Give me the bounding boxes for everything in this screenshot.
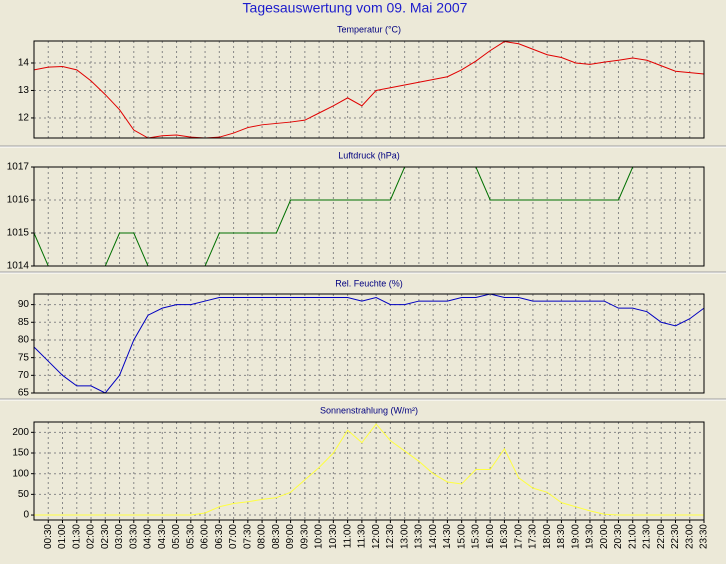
x-tick-label: 03:30	[128, 524, 139, 549]
x-tick-label: 04:30	[157, 524, 168, 549]
data-line	[34, 423, 704, 516]
y-tick-label: 0	[23, 510, 29, 521]
x-tick-label: 00:30	[43, 524, 54, 549]
x-tick-label: 05:00	[171, 524, 182, 549]
x-tick-label: 20:00	[599, 524, 610, 549]
x-tick-label: 09:30	[299, 524, 310, 549]
x-tick-label: 22:30	[670, 524, 681, 549]
x-tick-label: 15:30	[471, 524, 482, 549]
x-tick-label: 21:00	[627, 524, 638, 549]
x-tick-label: 07:30	[242, 524, 253, 549]
y-tick-label: 14	[18, 58, 30, 69]
x-tick-label: 05:30	[185, 524, 196, 549]
y-tick-label: 100	[12, 468, 29, 479]
y-tick-label: 65	[18, 388, 30, 399]
x-tick-label: 09:00	[285, 524, 296, 549]
x-tick-label: 04:00	[143, 524, 154, 549]
x-tick-label: 21:30	[642, 524, 653, 549]
x-tick-label: 07:00	[228, 524, 239, 549]
x-tick-label: 18:30	[556, 524, 567, 549]
x-tick-label: 13:00	[399, 524, 410, 549]
x-tick-label: 20:30	[613, 524, 624, 549]
x-tick-label: 08:00	[257, 524, 268, 549]
x-tick-label: 16:30	[499, 524, 510, 549]
x-tick-label: 02:30	[100, 524, 111, 549]
plot-frame	[33, 166, 705, 267]
x-tick-label: 10:30	[328, 524, 339, 549]
x-tick-label: 17:00	[513, 524, 524, 549]
plot-frame	[33, 293, 705, 394]
y-tick-label: 1016	[7, 195, 30, 206]
x-tick-label: 14:30	[442, 524, 453, 549]
panel-title: Temperatur (°C)	[337, 24, 401, 34]
x-tick-label: 15:00	[456, 524, 467, 549]
x-tick-label: 19:30	[585, 524, 596, 549]
y-tick-label: 90	[18, 299, 30, 310]
x-tick-label: 12:00	[371, 524, 382, 549]
y-tick-label: 200	[12, 427, 29, 438]
x-tick-label: 16:00	[485, 524, 496, 549]
y-tick-label: 1017	[7, 162, 30, 173]
x-tick-label: 23:30	[699, 524, 710, 549]
plot-frame	[33, 421, 705, 521]
x-tick-label: 13:30	[414, 524, 425, 549]
y-tick-label: 50	[18, 489, 30, 500]
y-tick-label: 75	[18, 352, 30, 363]
x-tick-label: 06:00	[200, 524, 211, 549]
x-tick-label: 01:00	[57, 524, 68, 549]
x-tick-label: 01:30	[71, 524, 82, 549]
plot-frame	[33, 40, 705, 139]
plot-area	[34, 422, 704, 520]
y-tick-label: 13	[18, 85, 30, 96]
page-title: Tagesauswertung vom 09. Mai 2007	[243, 0, 468, 16]
y-tick-label: 12	[18, 113, 30, 124]
x-tick-label: 22:00	[656, 524, 667, 549]
y-tick-label: 70	[18, 370, 30, 381]
panel-title: Rel. Feuchte (%)	[335, 278, 403, 288]
x-tick-label: 03:00	[114, 524, 125, 549]
y-tick-label: 150	[12, 448, 29, 459]
y-tick-label: 85	[18, 317, 30, 328]
x-tick-label: 12:30	[385, 524, 396, 549]
x-tick-label: 11:00	[342, 524, 353, 549]
x-tick-label: 10:00	[314, 524, 325, 549]
x-tick-label: 23:00	[684, 524, 695, 549]
plot-area	[34, 167, 704, 266]
y-tick-label: 1015	[7, 228, 30, 239]
panel-title: Luftdruck (hPa)	[338, 150, 400, 160]
plot-area	[34, 41, 704, 138]
x-tick-label: 08:30	[271, 524, 282, 549]
x-tick-label: 17:30	[528, 524, 539, 549]
plot-area	[34, 294, 704, 393]
data-line	[33, 166, 704, 267]
x-tick-label: 02:00	[86, 524, 97, 549]
y-tick-label: 80	[18, 335, 30, 346]
data-line	[33, 293, 705, 394]
x-tick-label: 19:00	[570, 524, 581, 549]
data-line	[33, 41, 705, 139]
x-tick-label: 06:30	[214, 524, 225, 549]
y-tick-label: 1014	[7, 261, 30, 272]
x-tick-label: 14:00	[428, 524, 439, 549]
x-tick-label: 11:30	[357, 524, 368, 549]
panel-title: Sonnenstrahlung (W/m²)	[320, 405, 418, 415]
x-tick-label: 18:00	[542, 524, 553, 549]
